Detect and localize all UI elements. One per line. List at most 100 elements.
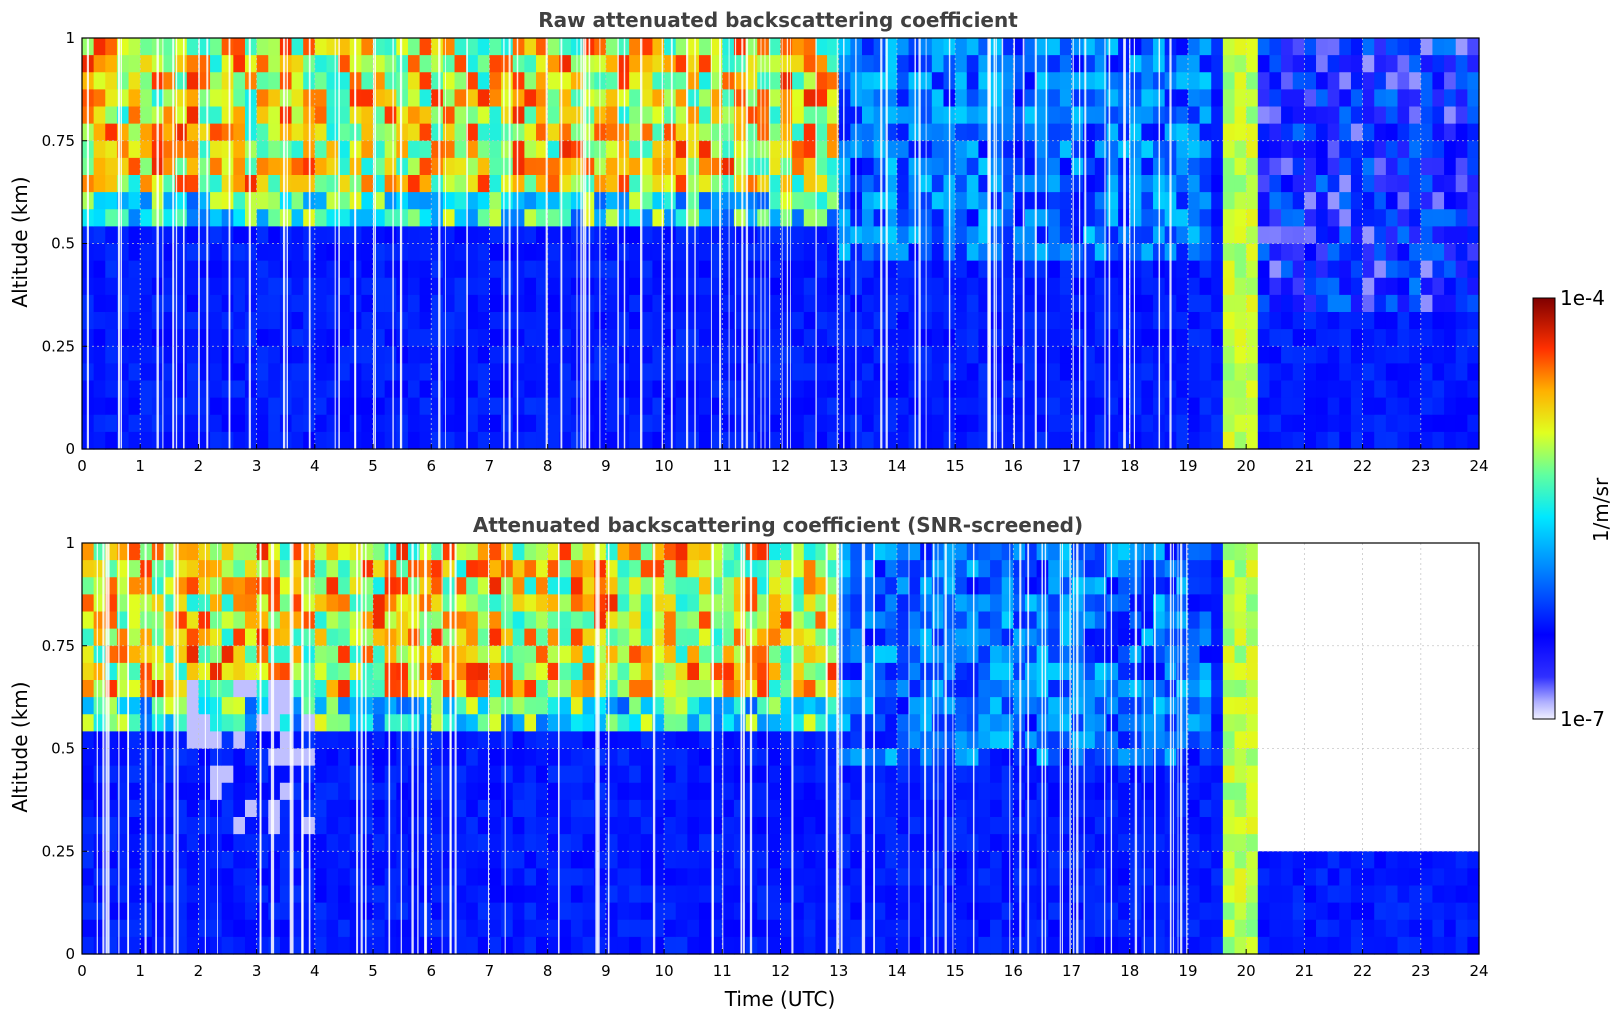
heatmap-cell — [1246, 175, 1259, 193]
heatmap-cell — [140, 175, 153, 193]
heatmap-cell — [349, 765, 362, 784]
heatmap-cell — [524, 560, 537, 578]
heatmap-cell — [617, 748, 630, 767]
heatmap-cell — [1129, 260, 1142, 279]
heatmap-cell — [1036, 38, 1049, 56]
heatmap-cell — [279, 799, 293, 818]
heatmap-cell — [116, 885, 130, 904]
heatmap-cell — [1071, 312, 1084, 330]
heatmap-cell — [361, 380, 374, 399]
heatmap-cell — [1350, 312, 1364, 330]
heatmap-cell — [815, 560, 828, 578]
heatmap-cell — [827, 243, 840, 262]
heatmap-cell — [664, 919, 677, 938]
heatmap-cell — [1304, 209, 1317, 227]
heatmap-cell — [466, 431, 479, 450]
heatmap-cell — [827, 329, 840, 347]
heatmap-cell — [233, 106, 246, 125]
heatmap-cell — [291, 919, 304, 938]
heatmap-cell — [675, 936, 688, 955]
heatmap-cell — [629, 243, 642, 262]
heatmap-cell — [1199, 175, 1212, 193]
heatmap-cell — [722, 594, 735, 613]
heatmap-cell — [163, 902, 176, 921]
heatmap-cell — [815, 209, 828, 227]
heatmap-cell — [1397, 209, 1410, 227]
heatmap-cell — [1444, 123, 1457, 142]
heatmap-cell — [361, 243, 374, 262]
heatmap-cell — [151, 594, 165, 613]
heatmap-cell — [1013, 294, 1026, 313]
heatmap-cell — [454, 868, 467, 887]
heatmap-cell — [1455, 175, 1468, 193]
heatmap-cell — [326, 611, 339, 630]
heatmap-cell — [1257, 312, 1271, 330]
heatmap-cell — [873, 55, 886, 73]
heatmap-cell — [1432, 123, 1445, 142]
heatmap-cell — [1048, 106, 1061, 125]
heatmap-cell — [617, 662, 630, 681]
heatmap-cell — [221, 89, 234, 108]
heatmap-cell — [198, 140, 211, 159]
heatmap-cell — [570, 868, 584, 887]
heatmap-cell — [349, 680, 362, 698]
heatmap-cell — [338, 260, 351, 279]
heatmap-cell — [1048, 243, 1061, 262]
heatmap-cell — [431, 543, 444, 561]
heatmap-cell — [1455, 55, 1468, 73]
heatmap-cell — [489, 140, 502, 159]
heatmap-cell — [675, 123, 688, 142]
heatmap-cell — [1059, 175, 1073, 193]
heatmap-cell — [314, 611, 328, 630]
heatmap-cell — [477, 397, 491, 416]
heatmap-cell — [186, 680, 200, 698]
heatmap-cell — [396, 414, 409, 433]
heatmap-cell — [1292, 106, 1305, 125]
heatmap-cell — [338, 89, 351, 108]
heatmap-cell — [617, 260, 630, 279]
heatmap-cell — [908, 594, 921, 613]
heatmap-cell — [640, 89, 654, 108]
heatmap-cell — [1350, 157, 1364, 176]
heatmap-cell — [489, 731, 502, 750]
heatmap-cell — [349, 577, 362, 595]
heatmap-cell — [1071, 363, 1084, 382]
heatmap-cell — [454, 817, 467, 835]
heatmap-cell — [326, 175, 339, 193]
heatmap-cell — [1385, 346, 1399, 364]
heatmap-cell — [233, 312, 246, 330]
heatmap-cell — [605, 106, 619, 125]
heatmap-cell — [512, 312, 525, 330]
heatmap-cell — [431, 611, 444, 630]
heatmap-cell — [407, 628, 421, 647]
heatmap-cell — [512, 628, 525, 647]
heatmap-cell — [1246, 277, 1259, 296]
heatmap-cell — [1257, 123, 1271, 142]
heatmap-cell — [1467, 123, 1480, 142]
heatmap-cell — [675, 885, 688, 904]
heatmap-cell — [384, 851, 397, 869]
heatmap-cell — [1246, 414, 1259, 433]
heatmap-cell — [454, 106, 467, 125]
heatmap-cell — [803, 106, 817, 125]
heatmap-cell — [978, 834, 991, 852]
heatmap-cell — [547, 628, 560, 647]
heatmap-cell — [1374, 294, 1387, 313]
heatmap-cell — [1001, 243, 1014, 262]
heatmap-cell — [768, 329, 782, 347]
heatmap-cell — [268, 868, 281, 887]
heatmap-cell — [827, 697, 840, 715]
heatmap-cell — [198, 277, 211, 296]
heatmap-cell — [1048, 72, 1061, 90]
grid-raw — [82, 38, 1479, 449]
heatmap-cell — [617, 294, 630, 313]
heatmap-cell — [291, 123, 304, 142]
heatmap-cell — [151, 834, 165, 852]
heatmap-cell — [501, 628, 514, 647]
heatmap-cell — [803, 363, 817, 382]
heatmap-cell — [664, 38, 677, 56]
heatmap-cell — [140, 226, 153, 245]
heatmap-cell — [1269, 414, 1282, 433]
heatmap-cell — [1211, 89, 1224, 108]
heatmap-cell — [1211, 38, 1224, 56]
